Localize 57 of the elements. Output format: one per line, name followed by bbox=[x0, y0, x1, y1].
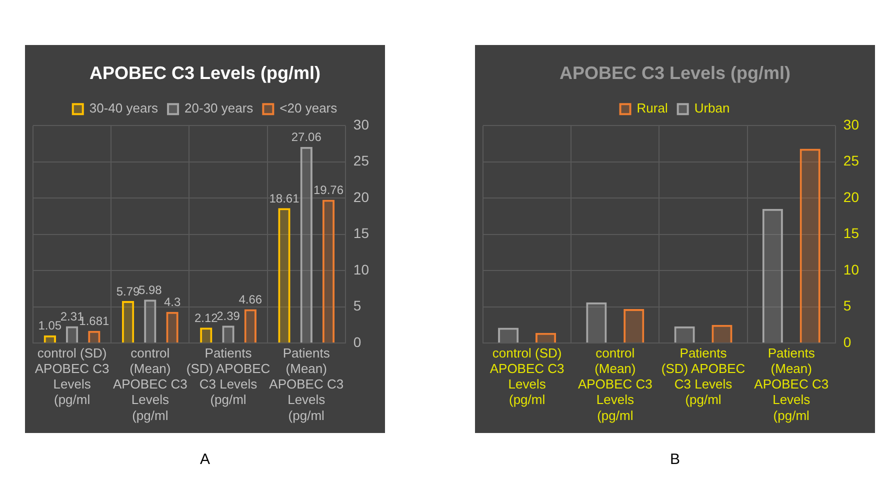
bar bbox=[122, 301, 134, 342]
legend-label: Urban bbox=[694, 100, 730, 116]
bar bbox=[762, 208, 783, 342]
bar bbox=[800, 148, 820, 342]
x-tick-label: Patients (SD) APOBEC C3 Levels (pg/ml bbox=[661, 345, 746, 408]
y-tick-label: 5 bbox=[353, 298, 362, 314]
data-label: 4.66 bbox=[238, 292, 262, 307]
bar bbox=[498, 328, 519, 342]
data-label: 27.06 bbox=[291, 130, 322, 144]
data-label: 1.05 bbox=[38, 318, 62, 333]
y-tick-label: 25 bbox=[843, 152, 860, 169]
y-tick-label: 15 bbox=[353, 225, 370, 242]
x-tick-label: control (SD) APOBEC C3 Levels (pg/ml bbox=[490, 345, 564, 408]
data-label: 2.39 bbox=[216, 308, 240, 323]
x-tick-label: control (Mean) APOBEC C3 Levels (pg/ml bbox=[578, 345, 652, 423]
legend-label: 30-40 years bbox=[89, 100, 159, 116]
data-label: 18.61 bbox=[269, 191, 300, 206]
bar bbox=[674, 326, 695, 342]
bar bbox=[144, 300, 156, 342]
chart-title: APOBEC C3 Levels (pg/ml) bbox=[559, 62, 791, 83]
y-tick-label: 0 bbox=[843, 334, 852, 350]
legend-label: 20-30 years bbox=[184, 100, 254, 116]
data-label: 5.98 bbox=[138, 282, 162, 297]
bar bbox=[278, 208, 290, 342]
legend-label: Rural bbox=[636, 100, 668, 116]
bar bbox=[244, 309, 256, 342]
data-label: 19.76 bbox=[313, 183, 344, 198]
bar bbox=[535, 332, 556, 342]
y-tick-label: 20 bbox=[843, 188, 860, 205]
x-tick-label: control (Mean) APOBEC C3 Levels (pg/ml bbox=[112, 345, 188, 423]
chart-title: APOBEC C3 Levels (pg/ml) bbox=[89, 62, 321, 83]
bar bbox=[44, 335, 56, 342]
data-label: 2.12 bbox=[194, 310, 218, 325]
y-tick-label: 10 bbox=[353, 261, 370, 278]
legend-label: <20 years bbox=[280, 100, 338, 116]
x-tick-label: Patients (Mean) APOBEC C3 Levels (pg/ml bbox=[754, 345, 829, 423]
x-tick-label: Patients (Mean) APOBEC C3 Levels (pg/ml bbox=[269, 345, 344, 423]
x-tick-label: control (SD) APOBEC C3 Levels (pg/ml bbox=[34, 345, 110, 408]
bar bbox=[166, 312, 178, 342]
y-tick-label: 25 bbox=[353, 152, 370, 169]
data-label: 5.79 bbox=[116, 284, 140, 298]
bar bbox=[322, 200, 335, 342]
y-tick-label: 20 bbox=[353, 188, 370, 205]
bar bbox=[586, 302, 607, 342]
bar bbox=[300, 146, 312, 342]
y-tick-label: 15 bbox=[843, 225, 860, 242]
x-tick-label: Patients (SD) APOBEC C3 Levels (pg/ml bbox=[186, 345, 270, 408]
bar bbox=[712, 324, 732, 342]
text: B bbox=[668, 451, 681, 468]
y-tick-label: 30 bbox=[353, 116, 370, 132]
text: A bbox=[198, 451, 211, 468]
data-label: 4.3 bbox=[164, 295, 181, 310]
y-tick-label: 0 bbox=[353, 334, 362, 350]
bar bbox=[624, 308, 644, 342]
y-tick-label: 10 bbox=[843, 261, 860, 278]
y-tick-label: 30 bbox=[843, 116, 860, 132]
y-tick-label: 5 bbox=[843, 298, 852, 314]
